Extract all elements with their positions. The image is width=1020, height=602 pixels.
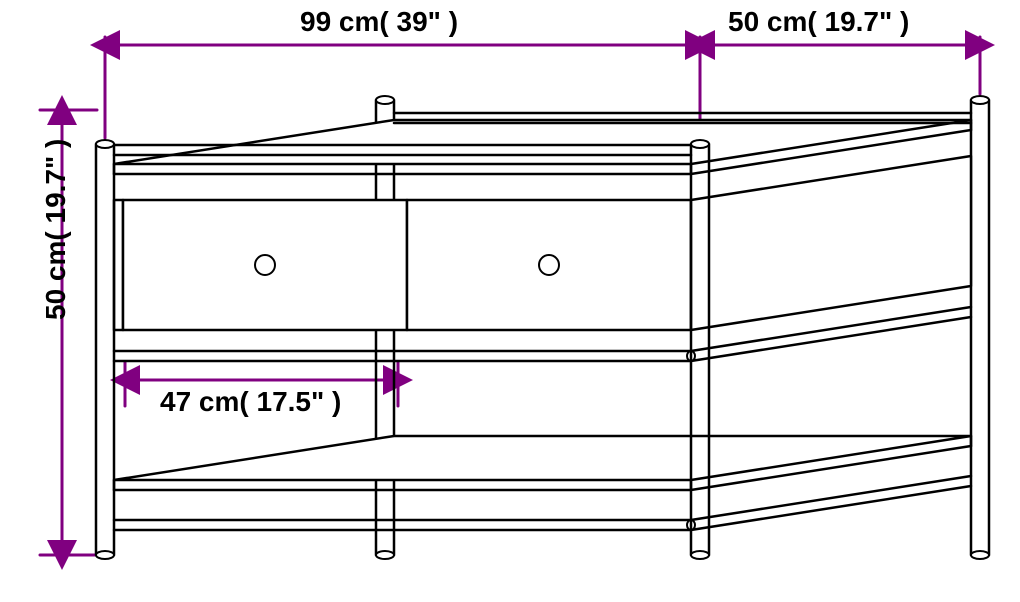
diagram-svg [0,0,1020,602]
dim-inner-label: 47 cm( 17.5" ) [160,386,341,418]
dim-height-label: 50 cm( 19.7" ) [40,139,72,320]
dim-width-label: 99 cm( 39" ) [300,6,458,38]
diagram-stage: 99 cm( 39" ) 50 cm( 19.7" ) 47 cm( 17.5"… [0,0,1020,602]
dim-depth-label: 50 cm( 19.7" ) [728,6,909,38]
